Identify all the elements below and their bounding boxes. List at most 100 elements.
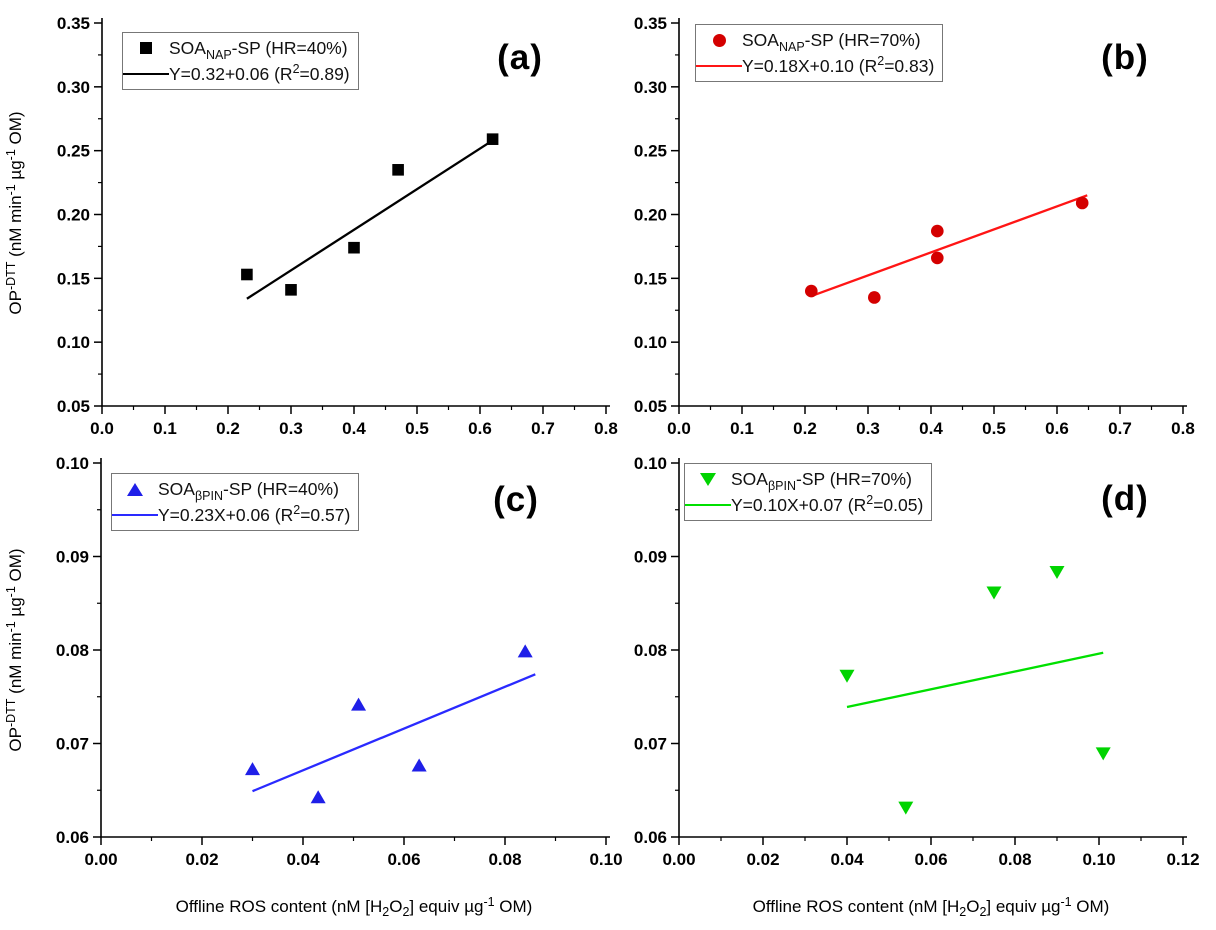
- panel-b-legend-fit-row: Y=0.18X+0.10 (R 2 =0.83): [696, 53, 934, 79]
- series-label-text: -SP (HR=70%): [804, 29, 921, 50]
- x-tick-label: 0.8: [594, 419, 618, 438]
- data-point: [986, 586, 1002, 600]
- x-title-text: O: [966, 897, 980, 916]
- legend-icon-cell: [112, 514, 158, 516]
- fit-label-text: Y=0.10X+0.07 (R: [731, 494, 867, 515]
- x-tick-label: 0.7: [531, 419, 555, 438]
- data-point: [392, 164, 404, 176]
- y-title-superscript: -1: [4, 149, 18, 161]
- x-title-text: OM): [1071, 897, 1110, 916]
- data-point: [868, 291, 881, 304]
- y-tick-label: 0.10: [634, 333, 667, 352]
- y-title-superscript: -1: [4, 184, 18, 196]
- y-tick-label: 0.06: [634, 828, 667, 847]
- fit-line-icon: [696, 65, 742, 67]
- x-tick-label: 0.10: [589, 850, 622, 869]
- x-title-text: O: [389, 897, 403, 916]
- x-title-text: Offline ROS content (nM [H: [752, 897, 960, 916]
- data-point: [805, 284, 818, 298]
- legend-icon-cell: [112, 482, 158, 496]
- panel-b-letter: (b): [1101, 38, 1149, 77]
- x-title-subscript: 2: [382, 905, 390, 919]
- x-tick-label: 0.5: [982, 419, 1006, 438]
- fit-label-text: =0.89): [299, 63, 350, 84]
- panel-c-x-ticks: 0.00 0.02 0.04 0.06 0.08 0.10: [84, 837, 623, 869]
- panel-b-fit-label: Y=0.18X+0.10 (R 2 =0.83): [742, 53, 934, 77]
- y-tick-label: 0.05: [634, 397, 667, 416]
- x-tick-label: 0.3: [856, 419, 880, 438]
- x-tick-label: 0.7: [1108, 419, 1132, 438]
- series-label-text: -SP (HR=40%): [231, 37, 348, 58]
- panel-b-series-label: SOA NAP -SP (HR=70%): [742, 29, 921, 54]
- panel-d-y-ticks: 0.06 0.07 0.08 0.09 0.10: [634, 454, 679, 847]
- series-label-subscript: βPIN: [767, 478, 796, 493]
- y-title-text: (nM min: [6, 195, 25, 262]
- fit-label-text: Y=0.18X+0.10 (R: [742, 55, 878, 76]
- panel-c-series-label: SOA βPIN -SP (HR=40%): [158, 478, 339, 503]
- data-point: [1095, 747, 1111, 761]
- data-point: [517, 644, 533, 658]
- x-tick-label: 0.5: [405, 419, 429, 438]
- fit-label-superscript: 2: [877, 53, 885, 68]
- x-tick-label: 0.04: [286, 850, 320, 869]
- x-tick-label: 0.0: [667, 419, 691, 438]
- series-label-text: SOA: [158, 478, 195, 499]
- panel-d-legend: SOA βPIN -SP (HR=70%) Y=0.10X+0.07 (R 2 =0.0…: [684, 463, 933, 521]
- x-tick-label: 0.08: [488, 850, 521, 869]
- data-point: [486, 133, 499, 145]
- fit-label-text: =0.57): [300, 504, 351, 525]
- data-point: [245, 762, 260, 776]
- data-point: [931, 251, 944, 265]
- data-point: [348, 241, 360, 254]
- panel-a-fit-label: Y=0.32+0.06 (R 2 =0.89): [169, 62, 350, 85]
- x-title-subscript: 2: [959, 905, 967, 919]
- panel-a-x-ticks: 0.0 0.1 0.2 0.3 0.4 0.5 0.6 0.7 0.8: [90, 406, 618, 438]
- x-axis-title-right: Offline ROS content (nM [H2O2] equiv µg-…: [753, 895, 1110, 919]
- fit-label-text: =0.05): [873, 494, 924, 515]
- panel-d-fit-line: [846, 651, 1104, 709]
- series-label-text: -SP (HR=40%): [223, 478, 339, 499]
- x-tick-label: 0.02: [746, 850, 779, 869]
- x-tick-label: 0.1: [730, 419, 754, 438]
- panel-b-legend-series-row: SOA NAP -SP (HR=70%): [696, 27, 934, 54]
- panel-d-legend-series-row: SOA βPIN -SP (HR=70%): [685, 466, 923, 493]
- legend-icon-cell: [696, 65, 742, 67]
- y-tick-label: 0.07: [634, 735, 667, 754]
- panel-c-legend-series-row: SOA βPIN -SP (HR=40%): [112, 476, 350, 503]
- panel-a-data-points: [241, 133, 499, 296]
- x-tick-label: 0.6: [1045, 419, 1069, 438]
- legend-icon-cell: [123, 73, 169, 75]
- legend-icon-cell: [696, 33, 742, 47]
- panel-b-y-ticks: 0.05 0.10 0.15 0.20 0.25 0.30 0.35: [634, 14, 679, 416]
- panel-c-y-ticks: 0.06 0.07 0.08 0.09 0.10: [56, 454, 101, 847]
- data-point: [1075, 196, 1089, 210]
- data-point: [285, 284, 297, 296]
- x-title-subscript: 2: [402, 905, 410, 919]
- panel-a-letter: (a): [497, 38, 543, 77]
- panel-d-series-label: SOA βPIN -SP (HR=70%): [731, 468, 912, 493]
- data-point: [898, 801, 914, 815]
- x-tick-label: 0.4: [919, 419, 943, 438]
- panel-c-fit-label: Y=0.23X+0.06 (R 2 =0.57): [158, 503, 351, 526]
- panel-c: 0.00 0.02 0.04 0.06 0.08 0.10 0.06 0.07 0.08 0.09…: [56, 454, 623, 869]
- y-tick-label: 0.30: [57, 78, 90, 97]
- y-title-text: OP: [6, 290, 25, 315]
- y-title-superscript: -1: [4, 621, 18, 633]
- data-point: [411, 758, 427, 772]
- x-title-superscript: -1: [1060, 895, 1072, 909]
- x-title-superscript: -1: [483, 895, 495, 909]
- panel-c-legend-fit-row: Y=0.23X+0.06 (R 2 =0.57): [112, 502, 350, 528]
- y-tick-label: 0.20: [57, 206, 90, 225]
- series-label-text: -SP (HR=70%): [796, 468, 912, 489]
- y-title-text: OP: [6, 727, 25, 752]
- x-axis-title-left: Offline ROS content (nM [H2O2] equiv µg-…: [176, 895, 533, 919]
- x-tick-label: 0.6: [468, 419, 492, 438]
- panel-a-axes: [101, 18, 610, 407]
- panel-d: 0.00 0.02 0.04 0.06 0.08 0.10 0.12 0.06 0.07 0.08…: [634, 454, 1200, 869]
- x-tick-label: 0.1: [153, 419, 177, 438]
- panel-b-fit-line: [814, 194, 1088, 297]
- y-tick-label: 0.07: [56, 735, 89, 754]
- panel-d-legend-fit-row: Y=0.10X+0.07 (R 2 =0.05): [685, 492, 923, 518]
- y-title-text: µg: [6, 160, 25, 185]
